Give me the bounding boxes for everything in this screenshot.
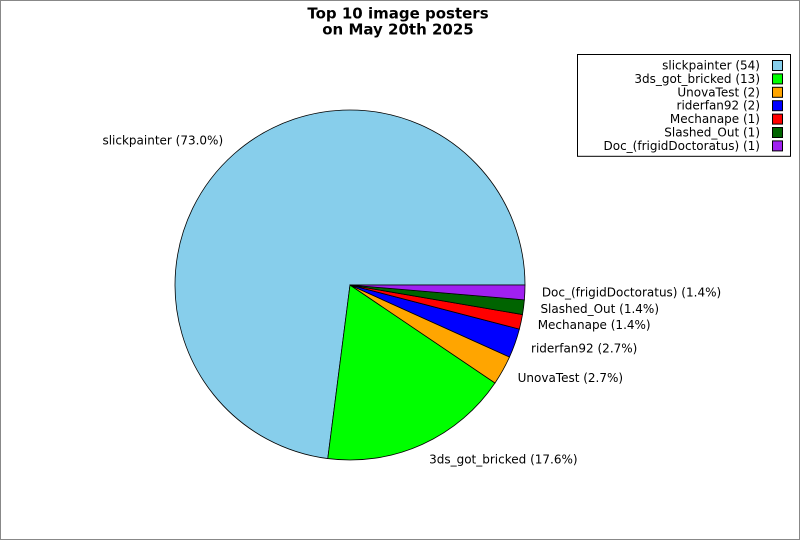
legend-swatch — [772, 100, 783, 112]
legend-label: 3ds_got_bricked (13) — [634, 72, 760, 86]
slice-label: Mechanape (1.4%) — [538, 318, 651, 332]
chart-title: Top 10 image posters — [307, 5, 488, 23]
legend-swatch — [772, 140, 783, 152]
pie-slice — [174, 109, 526, 460]
legend-label: Doc_(frigidDoctoratus) (1) — [604, 139, 761, 153]
slice-label: riderfan92 (2.7%) — [531, 341, 637, 355]
legend-label: Slashed_Out (1) — [664, 126, 760, 140]
legend-label: slickpainter (54) — [662, 59, 760, 73]
legend-label: UnovaTest (2) — [677, 85, 760, 99]
slice-label: Slashed_Out (1.4%) — [540, 302, 659, 316]
chart-subtitle: on May 20th 2025 — [322, 21, 474, 39]
slice-label: Doc_(frigidDoctoratus) (1.4%) — [542, 286, 721, 300]
legend-swatch — [772, 60, 783, 71]
slice-label: slickpainter (73.0%) — [102, 133, 223, 147]
legend-label: Mechanape (1) — [670, 112, 760, 126]
pie-slice — [349, 284, 526, 301]
legend-swatch — [772, 73, 783, 85]
legend-box — [577, 54, 791, 157]
legend-label: riderfan92 (2) — [677, 99, 760, 113]
legend-swatch — [772, 113, 783, 125]
pie-slice — [327, 284, 496, 461]
legend-swatch — [772, 86, 783, 98]
legend-swatch — [772, 127, 783, 138]
slice-label: 3ds_got_bricked (17.6%) — [429, 452, 577, 466]
slice-label: UnovaTest (2.7%) — [518, 371, 623, 385]
